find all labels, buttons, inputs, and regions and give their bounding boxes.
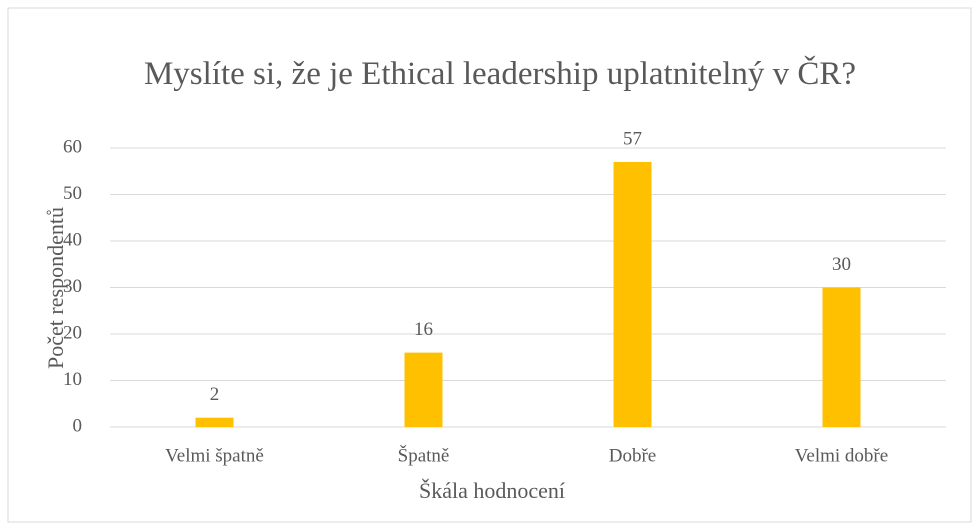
y-tick-label: 50 [63, 183, 82, 204]
y-tick-label: 30 [63, 276, 82, 297]
y-tick-label: 60 [63, 136, 82, 157]
x-tick-label: Velmi dobře [795, 445, 888, 466]
x-axis-label: Škála hodnocení [419, 478, 565, 503]
y-axis-label: Počet respondentů [43, 207, 68, 369]
y-tick-label: 40 [63, 229, 82, 250]
x-tick-label: Dobře [609, 445, 656, 466]
bar [195, 417, 234, 427]
chart-title: Myslíte si, že je Ethical leadership upl… [143, 56, 857, 92]
bar [404, 352, 443, 427]
chart-border [7, 7, 972, 523]
x-tick-label: Velmi špatně [165, 445, 264, 466]
data-label: 16 [414, 319, 433, 340]
y-tick-label: 0 [73, 415, 83, 436]
data-label: 57 [623, 128, 642, 149]
x-tick-label: Špatně [398, 444, 450, 466]
bar [822, 287, 861, 427]
data-label: 2 [210, 384, 220, 405]
data-label: 30 [832, 254, 851, 275]
bar [613, 161, 652, 427]
y-tick-label: 10 [63, 369, 82, 390]
y-tick-label: 20 [63, 322, 82, 343]
